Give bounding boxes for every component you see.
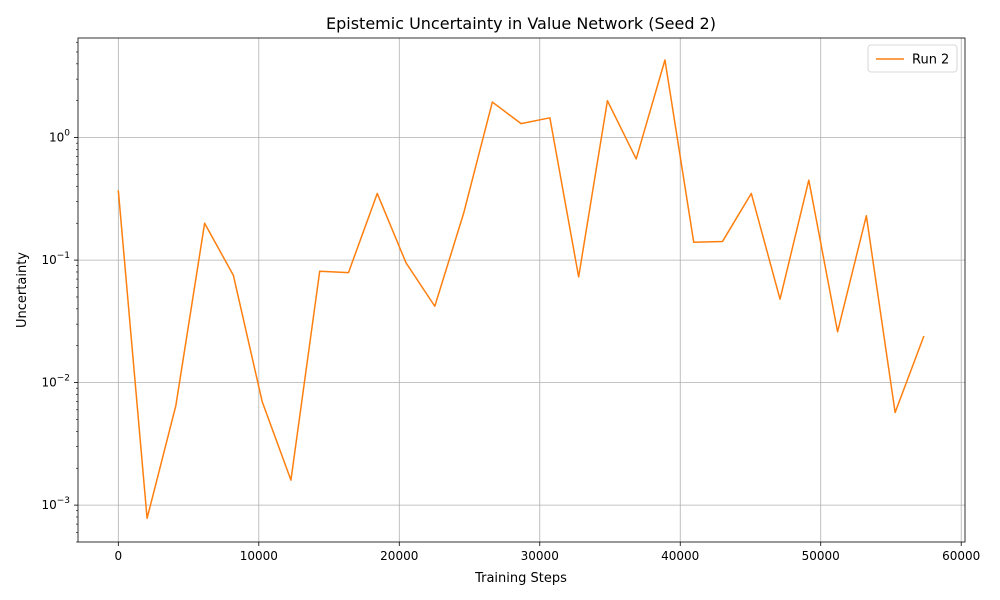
series-line: [117, 59, 925, 520]
x-axis-title: Training Steps: [474, 571, 567, 586]
y-tick-label: 10−2: [41, 374, 70, 390]
legend-box: [867, 44, 958, 73]
series-layer: [117, 59, 925, 520]
x-tick-label: 60000: [942, 549, 980, 563]
x-tick-label: 40000: [661, 549, 699, 563]
legend: Run 2: [867, 44, 958, 73]
x-tick-label: 0: [114, 549, 122, 563]
x-tick-label: 50000: [802, 549, 840, 563]
y-tick-label: 10−1: [41, 251, 70, 267]
x-tick-label: 30000: [521, 549, 559, 563]
y-tick-label: 100: [49, 129, 70, 145]
y-tick-label: 10−3: [41, 496, 70, 512]
x-tick-label: 20000: [380, 549, 418, 563]
x-tick-label: 10000: [240, 549, 278, 563]
y-axis-title: Uncertainty: [15, 252, 30, 328]
legend-label: Run 2: [912, 53, 949, 68]
plot-frame: [77, 37, 966, 543]
grid-layer: [78, 38, 965, 542]
axes-layer: 0 10000 20000 30000 40000 50000 60000 10−3 10−2 1…: [41, 37, 980, 563]
chart-title: Epistemic Uncertainty in Value Network (…: [326, 14, 716, 33]
